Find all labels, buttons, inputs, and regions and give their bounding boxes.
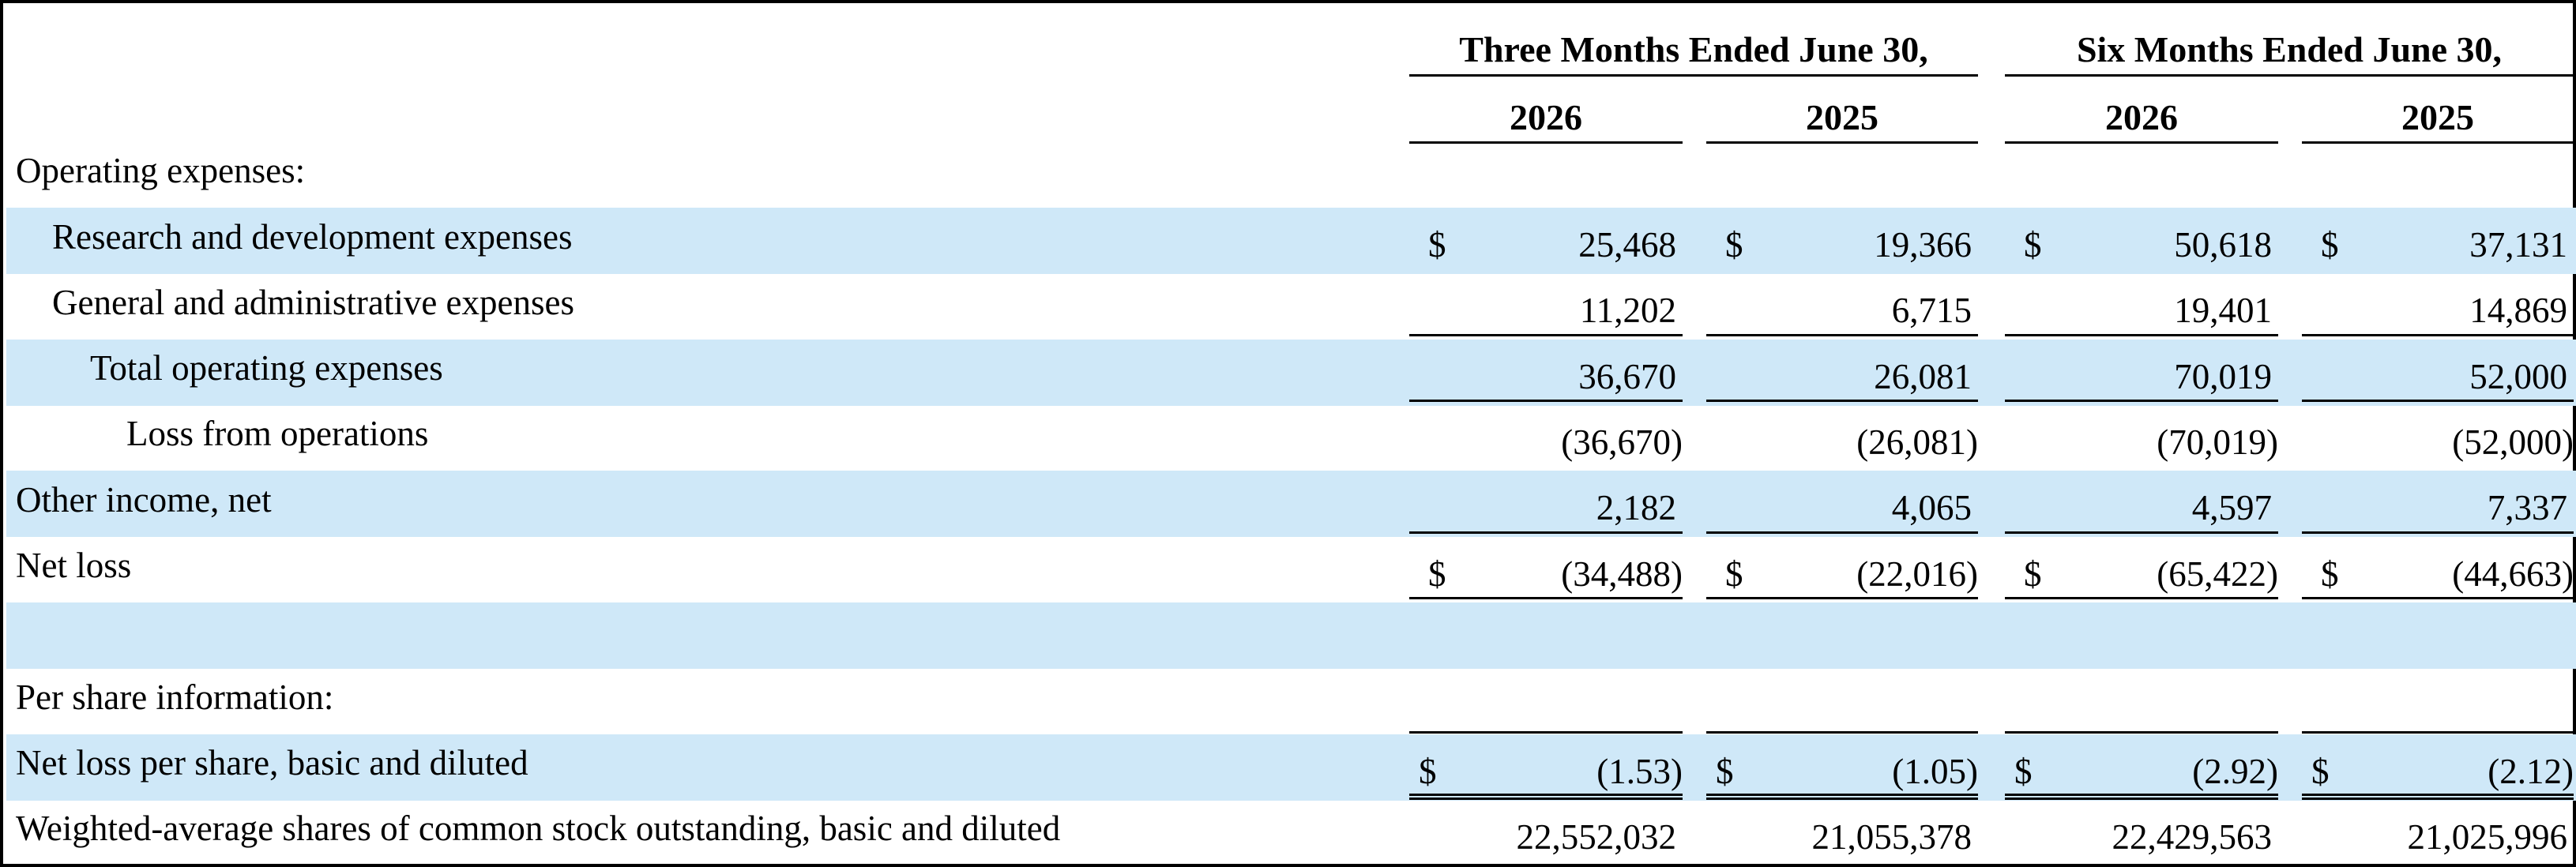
header-year: 2025 <box>1806 97 1878 137</box>
header-year: 2026 <box>1510 97 1582 137</box>
cell-value: 11,202 <box>1579 291 1676 330</box>
subtotal-rule <box>2005 334 2278 336</box>
cell-value: (2.92) <box>2192 752 2278 791</box>
label-other-income: Other income, net <box>16 480 272 520</box>
cell-value: (65,422) <box>2157 554 2278 594</box>
cell-value: (2.12) <box>2488 752 2574 791</box>
total-rule <box>2302 400 2574 402</box>
dollar-sign: $ <box>2024 554 2042 594</box>
net-loss-rule <box>2005 597 2278 599</box>
label-research-development: Research and development expenses <box>52 217 573 257</box>
cell-value: 52,000 <box>2469 357 2567 396</box>
net-loss-rule <box>1409 597 1683 599</box>
header-three-months: Three Months Ended June 30, <box>1459 29 1928 69</box>
cell-value: 37,131 <box>2469 225 2567 265</box>
row-band <box>6 734 2576 801</box>
dollar-sign: $ <box>1725 554 1743 594</box>
cell-value: 26,081 <box>1874 357 1972 396</box>
cell-value: (44,663) <box>2452 554 2574 594</box>
year-rule <box>1409 141 1683 144</box>
cell-value: 2,182 <box>1596 488 1676 527</box>
per-share-double-rule <box>1706 794 1978 800</box>
cell-value: 19,366 <box>1874 225 1972 265</box>
cell-value: 36,670 <box>1578 357 1676 396</box>
cell-value: 70,019 <box>2174 357 2272 396</box>
label-net-loss-per-share: Net loss per share, basic and diluted <box>16 743 528 783</box>
label-operating-expenses: Operating expenses: <box>16 151 306 190</box>
per-share-top-rule <box>2005 731 2278 734</box>
label-net-loss: Net loss <box>16 546 132 585</box>
cell-value: 25,468 <box>1578 225 1676 265</box>
label-loss-from-operations: Loss from operations <box>126 414 429 453</box>
subtotal-rule <box>1706 531 1978 534</box>
row-band <box>6 208 2576 274</box>
dollar-sign: $ <box>2321 225 2339 265</box>
dollar-sign: $ <box>2311 752 2330 791</box>
year-rule <box>2005 141 2278 144</box>
per-share-top-rule <box>2302 731 2574 734</box>
year-rule <box>1706 141 1978 144</box>
header-year: 2025 <box>2401 97 2474 137</box>
cell-value: (26,081) <box>1856 422 1978 462</box>
per-share-double-rule <box>2005 794 2278 800</box>
subtotal-rule <box>2005 531 2278 534</box>
year-rule <box>2302 141 2574 144</box>
subtotal-rule <box>2302 531 2574 534</box>
total-rule <box>2005 400 2278 402</box>
cell-value: 50,618 <box>2174 225 2272 265</box>
cell-value: 19,401 <box>2174 291 2272 330</box>
cell-value: (52,000) <box>2452 422 2574 462</box>
label-total-operating-expenses: Total operating expenses <box>90 348 443 388</box>
net-loss-rule <box>2302 597 2574 599</box>
dollar-sign: $ <box>1428 554 1446 594</box>
cell-value: 22,552,032 <box>1516 817 1677 857</box>
subtotal-rule <box>2302 334 2574 336</box>
cell-value: (1.05) <box>1892 752 1978 791</box>
dollar-sign: $ <box>1419 752 1437 791</box>
label-general-administrative: General and administrative expenses <box>52 283 575 322</box>
cell-value: (22,016) <box>1856 554 1978 594</box>
cell-value: (34,488) <box>1561 554 1683 594</box>
dollar-sign: $ <box>1716 752 1734 791</box>
cell-value: (36,670) <box>1561 422 1683 462</box>
dollar-sign: $ <box>2024 225 2042 265</box>
cell-value: 21,025,996 <box>2407 817 2568 857</box>
subtotal-rule <box>1409 334 1683 336</box>
label-per-share-information: Per share information: <box>16 677 334 717</box>
cell-value: 14,869 <box>2469 291 2567 330</box>
subtotal-rule <box>1706 334 1978 336</box>
per-share-double-rule <box>2302 794 2574 800</box>
header-six-months: Six Months Ended June 30, <box>2076 29 2503 69</box>
per-share-top-rule <box>1409 731 1683 734</box>
dollar-sign: $ <box>1428 225 1446 265</box>
cell-value: 4,597 <box>2191 488 2272 527</box>
row-band <box>6 602 2576 669</box>
subtotal-rule <box>1409 531 1683 534</box>
cell-value: (1.53) <box>1596 752 1683 791</box>
net-loss-rule <box>1706 597 1978 599</box>
cell-value: 4,065 <box>1891 488 1972 527</box>
header-rule <box>1409 74 1978 77</box>
cell-value: (70,019) <box>2157 422 2278 462</box>
total-rule <box>1706 400 1978 402</box>
total-rule <box>1409 400 1683 402</box>
label-weighted-average-shares: Weighted-average shares of common stock … <box>16 809 1061 848</box>
per-share-top-rule <box>1706 731 1978 734</box>
cell-value: 21,055,378 <box>1811 817 1972 857</box>
dollar-sign: $ <box>2321 554 2339 594</box>
header-rule <box>2005 74 2574 77</box>
cell-value: 6,715 <box>1891 291 1972 330</box>
cell-value: 22,429,563 <box>2112 817 2273 857</box>
dollar-sign: $ <box>1725 225 1743 265</box>
dollar-sign: $ <box>2014 752 2033 791</box>
cell-value: 7,337 <box>2487 488 2567 527</box>
row-band <box>6 471 2576 537</box>
header-year: 2026 <box>2105 97 2178 137</box>
row-band <box>6 340 2576 406</box>
per-share-double-rule <box>1409 794 1683 800</box>
